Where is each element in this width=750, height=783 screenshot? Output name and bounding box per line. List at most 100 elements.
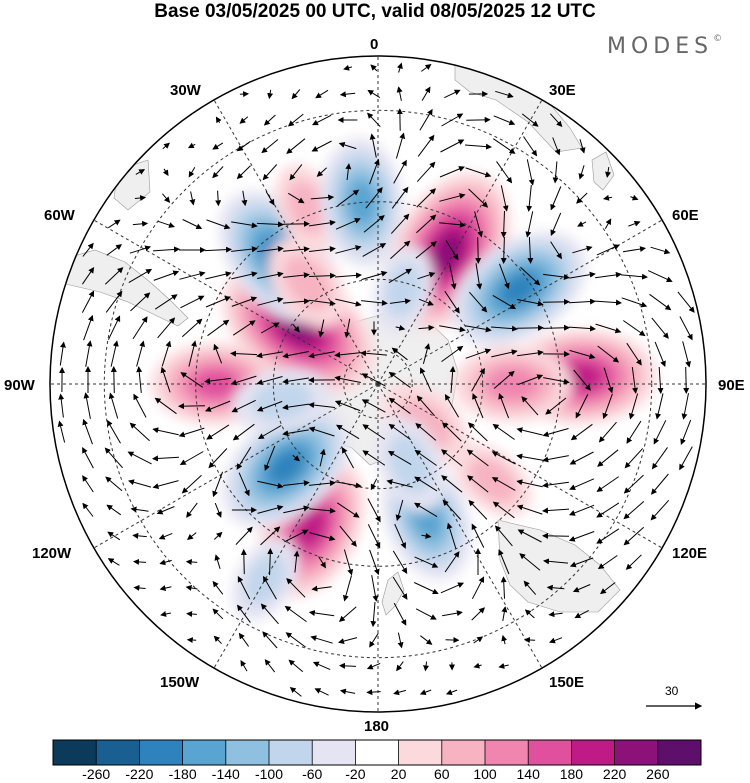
colorbar-frame: [52, 739, 702, 766]
wind-vector: [577, 221, 587, 227]
wind-vector: [649, 293, 672, 311]
wind-vector: [310, 635, 333, 644]
wind-vector: [446, 522, 457, 549]
wind-vector: [574, 609, 589, 619]
wind-vector: [204, 377, 231, 384]
wind-vector: [285, 632, 306, 648]
wind-vector: [568, 298, 596, 305]
wind-vector: [291, 89, 301, 100]
wind-vector: [494, 525, 513, 547]
wind-vector: [337, 189, 360, 207]
wind-vector: [132, 220, 149, 227]
colorbar-swatch: [528, 740, 572, 765]
wind-vector: [230, 375, 257, 386]
wind-vector: [238, 472, 250, 497]
wind-vector: [105, 290, 123, 313]
wind-vector: [520, 266, 541, 286]
wind-vector: [391, 347, 408, 361]
colorbar-swatch: [571, 740, 615, 765]
wind-vector: [416, 188, 437, 208]
wind-vector: [517, 349, 544, 357]
wind-vector: [414, 449, 437, 466]
wind-vector: [157, 317, 176, 339]
wind-vector: [107, 419, 121, 444]
wind-vector: [213, 635, 222, 645]
wind-vector: [262, 164, 278, 181]
wind-vector: [392, 576, 408, 600]
wind-vector: [185, 558, 198, 565]
wind-vector: [286, 577, 306, 598]
wind-vector: [625, 554, 642, 570]
wind-vector: [545, 397, 567, 415]
wind-vector: [282, 298, 310, 305]
wind-vector: [82, 418, 93, 445]
wind-vector: [160, 611, 171, 617]
wind-vector: [596, 244, 620, 256]
wind-vector: [390, 213, 410, 234]
colorbar-swatch: [657, 740, 702, 765]
wind-vector: [236, 140, 251, 152]
wind-vector: [240, 548, 247, 575]
wind-vector: [130, 292, 151, 312]
wind-vector: [418, 324, 435, 331]
wind-vector: [492, 423, 515, 440]
wind-vector: [396, 661, 404, 672]
colorbar-swatch: [269, 740, 313, 765]
wind-vector: [162, 142, 170, 150]
lon-label-60w: 60W: [44, 207, 75, 224]
colorbar-swatch: [312, 740, 356, 765]
wind-vector: [416, 161, 436, 182]
wind-vector: [397, 62, 403, 73]
wind-vector: [490, 325, 518, 332]
reference-vector-label: 30: [665, 684, 679, 698]
colorbar-swatch: [441, 740, 486, 765]
wind-vector: [361, 399, 386, 413]
wind-vector: [395, 324, 406, 331]
colorbar: [52, 739, 702, 766]
wind-vector: [59, 341, 66, 366]
wind-vector: [471, 367, 485, 392]
wind-vector: [236, 165, 251, 180]
wind-vector: [264, 659, 276, 673]
wind-vector: [107, 219, 121, 229]
wind-vector: [260, 603, 279, 625]
wind-vector: [391, 186, 409, 209]
wind-vector: [161, 340, 172, 367]
wind-vector: [159, 559, 172, 566]
wind-vector: [256, 221, 284, 228]
wind-vector: [108, 392, 119, 419]
wind-vector: [284, 529, 309, 543]
wind-vector: [390, 240, 411, 260]
wind-vector: [206, 424, 230, 440]
wind-vector: [180, 372, 204, 388]
wind-vector: [215, 190, 222, 207]
wind-vector: [367, 498, 381, 523]
wind-vector: [602, 393, 613, 420]
wind-vector: [569, 271, 596, 279]
wind-vector: [647, 270, 673, 283]
south-america-landmass: [50, 249, 189, 327]
wind-vector: [312, 661, 331, 671]
wind-vector: [393, 602, 407, 626]
wind-vector: [493, 370, 515, 389]
wind-vector: [448, 263, 457, 290]
wind-vector: [231, 399, 256, 413]
wind-vector: [238, 632, 250, 647]
wind-vector: [396, 86, 403, 101]
wind-vector: [516, 504, 543, 515]
colorbar-tick-label: -220: [125, 766, 154, 782]
wind-vector: [441, 475, 463, 493]
wind-vector: [308, 402, 335, 409]
wind-vector: [439, 325, 466, 333]
wind-vector: [491, 477, 516, 491]
wind-vector: [83, 314, 94, 341]
wind-vector: [439, 221, 466, 228]
madagascar-landmass: [591, 151, 615, 191]
wind-vector: [162, 193, 171, 203]
wind-vector: [128, 268, 153, 284]
wind-vector: [469, 291, 488, 313]
wind-vector: [542, 481, 569, 489]
wind-vector: [651, 317, 669, 339]
modes-logo: MODES©: [607, 34, 722, 59]
